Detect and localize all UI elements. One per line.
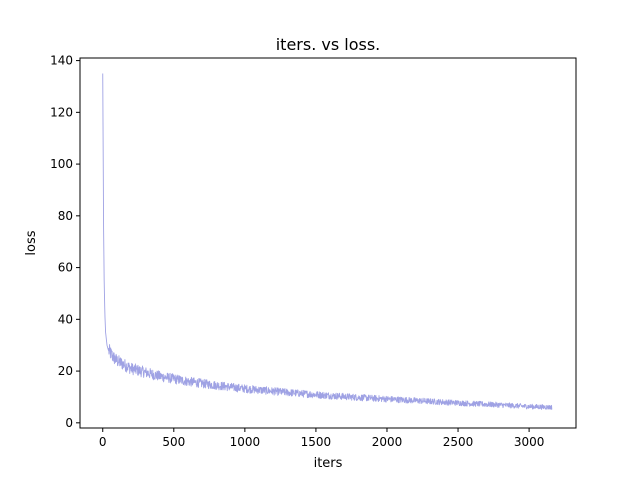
plot-area <box>79 57 577 429</box>
y-tick-label: 140 <box>50 54 73 68</box>
x-axis-label: iters <box>314 456 343 471</box>
chart-title: iters. vs loss. <box>276 35 381 54</box>
x-tick-label: 1000 <box>230 435 261 449</box>
x-tick-label: 1500 <box>301 435 332 449</box>
x-tick-label: 500 <box>162 435 185 449</box>
y-axis-label: loss <box>24 230 39 255</box>
y-tick-label: 80 <box>58 209 73 223</box>
y-tick-label: 60 <box>58 261 73 275</box>
loss-series-line <box>102 73 553 410</box>
x-tick-label: 2500 <box>443 435 474 449</box>
x-tick-label: 2000 <box>372 435 403 449</box>
y-tick-label: 100 <box>50 157 73 171</box>
x-tick-label: 3000 <box>514 435 545 449</box>
y-tick-label: 40 <box>58 312 73 326</box>
x-tick-label: 0 <box>99 435 107 449</box>
y-tick-label: 0 <box>65 416 73 430</box>
y-tick-label: 120 <box>50 105 73 119</box>
y-tick-label: 20 <box>58 364 73 378</box>
